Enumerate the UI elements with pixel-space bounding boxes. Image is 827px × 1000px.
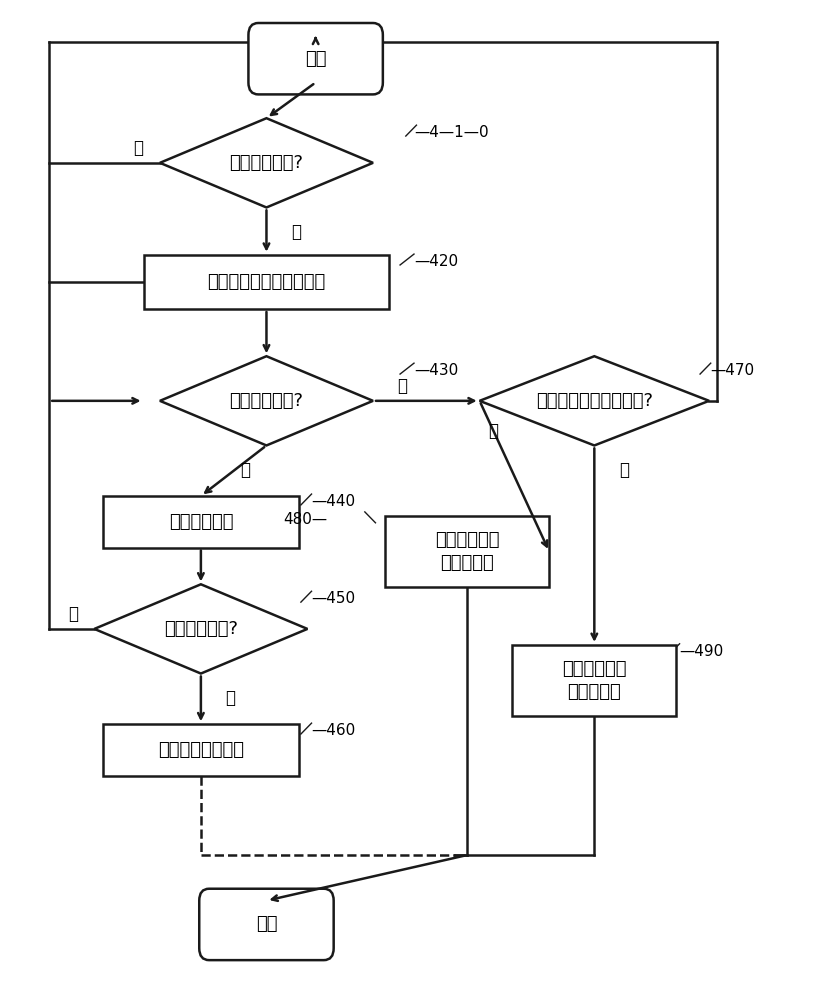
FancyBboxPatch shape	[385, 516, 548, 587]
Text: 否: 否	[133, 139, 143, 157]
Text: 调节系统压力
到第一水平: 调节系统压力 到第一水平	[434, 531, 499, 572]
Text: 对气动操作控制机构加压: 对气动操作控制机构加压	[207, 273, 325, 291]
FancyBboxPatch shape	[143, 255, 389, 309]
Text: 480—: 480—	[283, 512, 327, 527]
FancyBboxPatch shape	[103, 724, 299, 776]
Text: —460: —460	[311, 723, 356, 738]
Text: 是: 是	[397, 377, 407, 395]
Text: 调节系统压力
到第二水平: 调节系统压力 到第二水平	[562, 660, 626, 701]
Text: —490: —490	[679, 644, 723, 659]
Text: —430: —430	[414, 363, 457, 378]
Polygon shape	[94, 584, 307, 674]
Text: —4—1—0: —4—1—0	[414, 125, 488, 140]
Text: 保持当前系统压力: 保持当前系统压力	[158, 741, 244, 759]
Text: —450: —450	[311, 591, 356, 606]
Text: 是: 是	[291, 223, 301, 241]
Text: —440: —440	[311, 494, 356, 509]
Polygon shape	[160, 356, 373, 445]
Text: 接收到目标值?: 接收到目标值?	[229, 392, 303, 410]
FancyBboxPatch shape	[103, 496, 299, 548]
Text: 达到最大过压?: 达到最大过压?	[164, 620, 237, 638]
Text: 否: 否	[618, 461, 629, 479]
Text: 接收到目标值?: 接收到目标值?	[229, 154, 303, 172]
Text: 是: 是	[225, 689, 235, 707]
Text: 开始: 开始	[304, 50, 326, 68]
FancyBboxPatch shape	[512, 645, 676, 716]
Text: 否: 否	[68, 605, 78, 623]
FancyBboxPatch shape	[199, 889, 333, 960]
Text: 是: 是	[487, 422, 497, 440]
Text: 调节系统压力: 调节系统压力	[169, 513, 233, 531]
Text: 否: 否	[240, 461, 250, 479]
Text: 结束: 结束	[256, 915, 277, 933]
Polygon shape	[479, 356, 708, 445]
Text: —470: —470	[710, 363, 754, 378]
Polygon shape	[160, 118, 373, 207]
Text: —420: —420	[414, 254, 457, 269]
FancyBboxPatch shape	[248, 23, 382, 94]
Text: 系统压力在正常区间内?: 系统压力在正常区间内?	[535, 392, 652, 410]
